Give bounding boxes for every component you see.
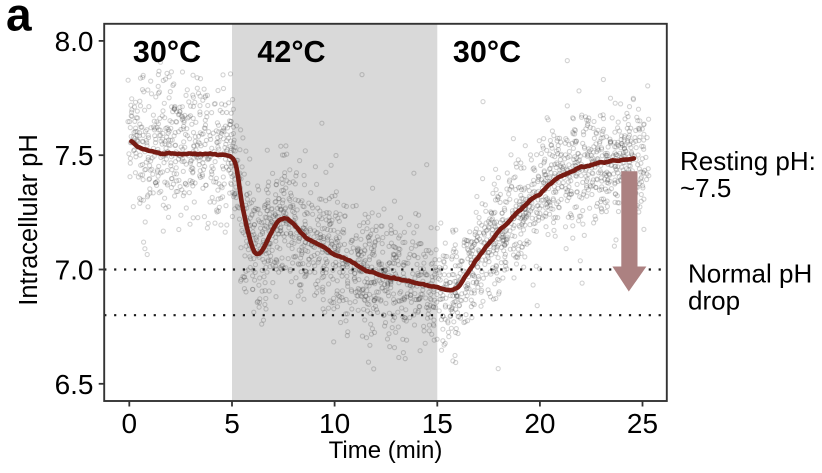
svg-text:Time (min): Time (min) <box>329 437 443 464</box>
svg-text:20: 20 <box>524 408 555 439</box>
svg-text:~7.5: ~7.5 <box>680 173 731 203</box>
svg-text:8.0: 8.0 <box>55 26 94 57</box>
svg-text:42°C: 42°C <box>257 35 325 69</box>
svg-text:Resting pH:: Resting pH: <box>680 146 816 176</box>
svg-text:6.5: 6.5 <box>55 369 94 400</box>
svg-text:0: 0 <box>122 408 138 439</box>
svg-text:10: 10 <box>319 408 350 439</box>
svg-text:7.0: 7.0 <box>55 255 94 286</box>
svg-text:7.5: 7.5 <box>55 140 94 171</box>
svg-text:drop: drop <box>688 286 740 316</box>
svg-text:Normal pH: Normal pH <box>688 259 812 289</box>
svg-text:30°C: 30°C <box>453 35 521 69</box>
svg-text:15: 15 <box>422 408 453 439</box>
svg-text:Intracellular pH: Intracellular pH <box>15 134 43 306</box>
svg-text:5: 5 <box>224 408 240 439</box>
svg-text:30°C: 30°C <box>133 35 201 69</box>
svg-text:a: a <box>6 0 32 41</box>
svg-text:25: 25 <box>627 408 658 439</box>
